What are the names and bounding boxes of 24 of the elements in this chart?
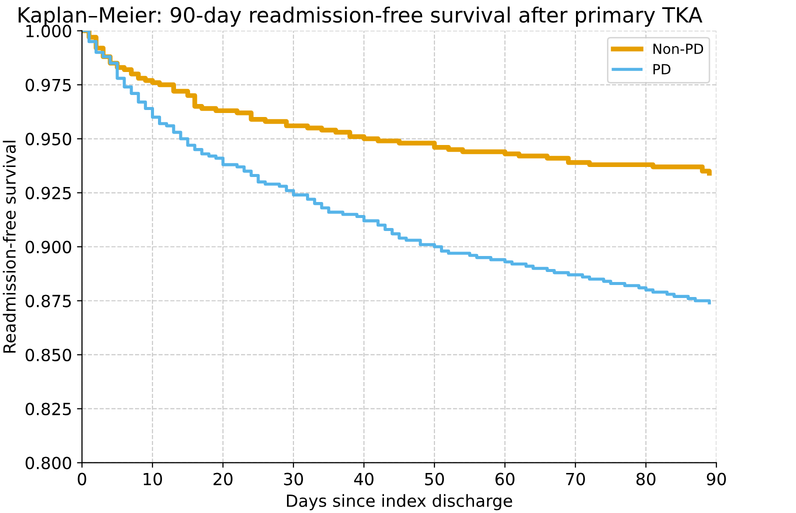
- x-tick-label: 80: [636, 472, 656, 486]
- chart-title: Kaplan–Meier: 90-day readmission-free survival after primary TKA: [18, 6, 702, 27]
- y-tick-label: 0.900: [26, 240, 72, 254]
- x-tick-label: 0: [78, 472, 86, 486]
- y-tick-label: 1.000: [26, 24, 72, 38]
- x-tick-label: 30: [284, 472, 303, 486]
- y-tick-label: 0.975: [26, 78, 71, 92]
- legend-label: Non-PD: [653, 44, 704, 54]
- y-tick-label: 0.800: [26, 456, 72, 470]
- x-axis-title: Days since index discharge: [287, 494, 512, 510]
- y-tick-label: 0.850: [26, 348, 72, 362]
- legend-label: PD: [653, 64, 670, 74]
- y-tick-label: 0.875: [26, 294, 71, 308]
- x-tick-label: 10: [144, 472, 162, 486]
- x-tick-label: 50: [425, 472, 444, 486]
- x-tick-label: 20: [214, 472, 232, 486]
- y-tick-label: 0.950: [26, 132, 72, 146]
- x-tick-label: 70: [566, 472, 585, 486]
- y-tick-label: 0.925: [26, 186, 71, 200]
- x-tick-label: 40: [354, 472, 374, 486]
- x-tick-label: 90: [706, 472, 726, 486]
- y-axis-title: Readmission-free survival: [2, 140, 16, 353]
- y-tick-label: 0.825: [26, 402, 71, 416]
- x-tick-label: 60: [495, 472, 514, 486]
